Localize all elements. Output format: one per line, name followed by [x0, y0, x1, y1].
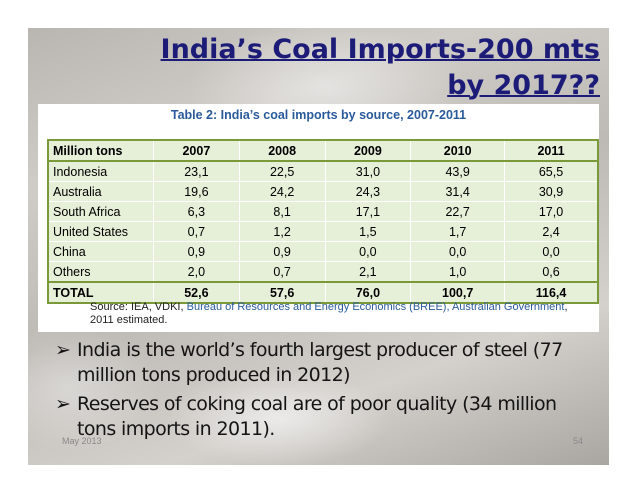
source-link: Bureau of Resources and Energy Economics…	[186, 301, 565, 313]
table-cell: 1,0	[410, 261, 506, 283]
bullet-text: Reserves of coking coal are of poor qual…	[77, 393, 557, 440]
table-cell: 22,5	[239, 161, 326, 182]
table-cell: 57,6	[239, 281, 326, 304]
table-source-note: Source: IEA, VDKI, Bureau of Resources a…	[90, 301, 590, 327]
table-cell: 30,9	[504, 181, 599, 202]
source-prefix: Source: IEA, VDKI,	[90, 301, 184, 313]
table-cell: 2,4	[504, 221, 599, 242]
row-label: TOTAL	[48, 281, 154, 304]
title-line-2: by 2017??	[447, 70, 600, 101]
bullet-item: ➢ Reserves of coking coal are of poor qu…	[55, 392, 595, 442]
arrow-bullet-icon: ➢	[55, 393, 71, 415]
table-cell: 31,4	[410, 181, 506, 202]
table-cell: 23,1	[153, 161, 240, 182]
table-cell: 0,0	[325, 241, 412, 262]
row-label: China	[48, 241, 154, 262]
table-cell: 17,0	[504, 201, 599, 222]
table-cell: 43,9	[410, 161, 506, 182]
table-row: United States 0,7 1,2 1,5 1,7 2,4	[48, 221, 599, 242]
column-header: 2008	[239, 140, 326, 162]
table-cell: 2,1	[325, 261, 412, 283]
table-cell: 0,9	[239, 241, 326, 262]
table-cell: 0,6	[504, 261, 599, 283]
row-label: Indonesia	[48, 161, 154, 182]
table-cell: 8,1	[239, 201, 326, 222]
table-cell: 65,5	[504, 161, 599, 182]
table-cell: 22,7	[410, 201, 506, 222]
footer-date: May 2013	[62, 436, 102, 446]
column-header: Million tons	[48, 140, 154, 162]
source-suffix: , 2011 estimated.	[90, 301, 568, 326]
slide: India’s Coal Imports-200 mts by 2017?? T…	[28, 28, 609, 465]
table-cell: 24,3	[325, 181, 412, 202]
table-total-row: TOTAL 52,6 57,6 76,0 100,7 116,4	[48, 281, 599, 304]
table-cell: 2,0	[153, 261, 240, 283]
bullet-text: India is the world’s fourth largest prod…	[77, 339, 563, 386]
table-header-row: Million tons 2007 2008 2009 2010 2011	[48, 140, 599, 162]
coal-imports-table: Million tons 2007 2008 2009 2010 2011 In…	[47, 139, 599, 304]
title-line-1: India’s Coal Imports-200 mts	[160, 34, 600, 65]
table-caption: Table 2: India’s coal imports by source,…	[170, 108, 467, 122]
table-row: Others 2,0 0,7 2,1 1,0 0,6	[48, 261, 599, 283]
table-cell: 116,4	[504, 281, 599, 304]
column-header: 2009	[325, 140, 412, 162]
table-cell: 100,7	[410, 281, 506, 304]
table-cell: 0,0	[410, 241, 506, 262]
table-cell: 1,7	[410, 221, 506, 242]
bullet-list: ➢ India is the world’s fourth largest pr…	[55, 338, 595, 446]
column-header: 2010	[410, 140, 506, 162]
table-cell: 6,3	[153, 201, 240, 222]
table-cell: 0,0	[504, 241, 599, 262]
bullet-item: ➢ India is the world’s fourth largest pr…	[55, 338, 595, 388]
table-cell: 76,0	[325, 281, 412, 304]
table-cell: 24,2	[239, 181, 326, 202]
table-row: China 0,9 0,9 0,0 0,0 0,0	[48, 241, 599, 262]
column-header: 2007	[153, 140, 240, 162]
table-row: Indonesia 23,1 22,5 31,0 43,9 65,5	[48, 161, 599, 182]
table-row: Australia 19,6 24,2 24,3 31,4 30,9	[48, 181, 599, 202]
row-label: Australia	[48, 181, 154, 202]
table-cell: 0,7	[239, 261, 326, 283]
row-label: South Africa	[48, 201, 154, 222]
table-cell: 52,6	[153, 281, 240, 304]
table-cell: 17,1	[325, 201, 412, 222]
row-label: Others	[48, 261, 154, 283]
table-cell: 1,2	[239, 221, 326, 242]
table-cell: 1,5	[325, 221, 412, 242]
arrow-bullet-icon: ➢	[55, 339, 71, 361]
row-label: United States	[48, 221, 154, 242]
table-cell: 0,7	[153, 221, 240, 242]
table-cell: 31,0	[325, 161, 412, 182]
page-number: 54	[572, 436, 583, 446]
column-header: 2011	[504, 140, 599, 162]
slide-title: India’s Coal Imports-200 mts by 2017??	[108, 32, 600, 104]
table-cell: 0,9	[153, 241, 240, 262]
table-cell: 19,6	[153, 181, 240, 202]
table-row: South Africa 6,3 8,1 17,1 22,7 17,0	[48, 201, 599, 222]
table-figure: Table 2: India’s coal imports by source,…	[38, 104, 599, 332]
